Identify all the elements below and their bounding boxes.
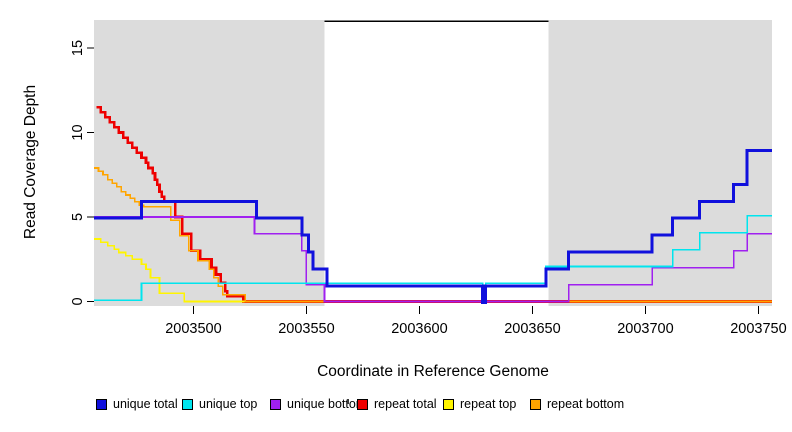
- x-axis-title: Coordinate in Reference Genome: [317, 363, 549, 380]
- y-tick-label: 10: [70, 124, 86, 140]
- y-tick-label: 0: [70, 297, 86, 305]
- legend: unique total unique top unique bottom re…: [0, 397, 792, 413]
- x-tick-label: 2003750: [730, 321, 786, 337]
- plot-bg-right: [548, 20, 772, 306]
- legend-item-repeat-top: repeat top: [443, 397, 516, 411]
- x-tick-label: 2003500: [165, 321, 221, 337]
- series-unique-total-line: [94, 149, 772, 305]
- legend-item-unique-top: unique top: [182, 397, 257, 411]
- x-tick-label: 2003700: [617, 321, 673, 337]
- x-tick-label: 2003600: [391, 321, 447, 337]
- y-tick-label: 15: [70, 40, 86, 56]
- y-axis-title: Read Coverage Depth: [22, 84, 39, 240]
- series-repeat-total-line: [96, 105, 772, 303]
- x-tick-label: 2003650: [504, 321, 560, 337]
- series-unique-bottom-line: [94, 216, 772, 303]
- legend-swatch-unique-bottom: [270, 398, 281, 410]
- series-repeat-top-line: [94, 238, 772, 303]
- legend-swatch-repeat-top: [443, 398, 454, 410]
- legend-swatch-repeat-total: [357, 398, 368, 410]
- y-tick-label: 5: [70, 213, 86, 221]
- legend-item-repeat-total: repeat total: [357, 397, 437, 411]
- legend-swatch-unique-top: [182, 398, 193, 410]
- legend-item-unique-total: unique total: [96, 397, 178, 411]
- legend-item-repeat-bottom: repeat bottom: [530, 397, 624, 411]
- legend-swatch-unique-total: [96, 398, 107, 410]
- legend-swatch-repeat-bottom: [530, 398, 541, 410]
- x-tick-label: 2003550: [278, 321, 334, 337]
- legend-item-unique-bottom: unique bottom: [270, 397, 366, 411]
- stray-mark: [347, 399, 349, 404]
